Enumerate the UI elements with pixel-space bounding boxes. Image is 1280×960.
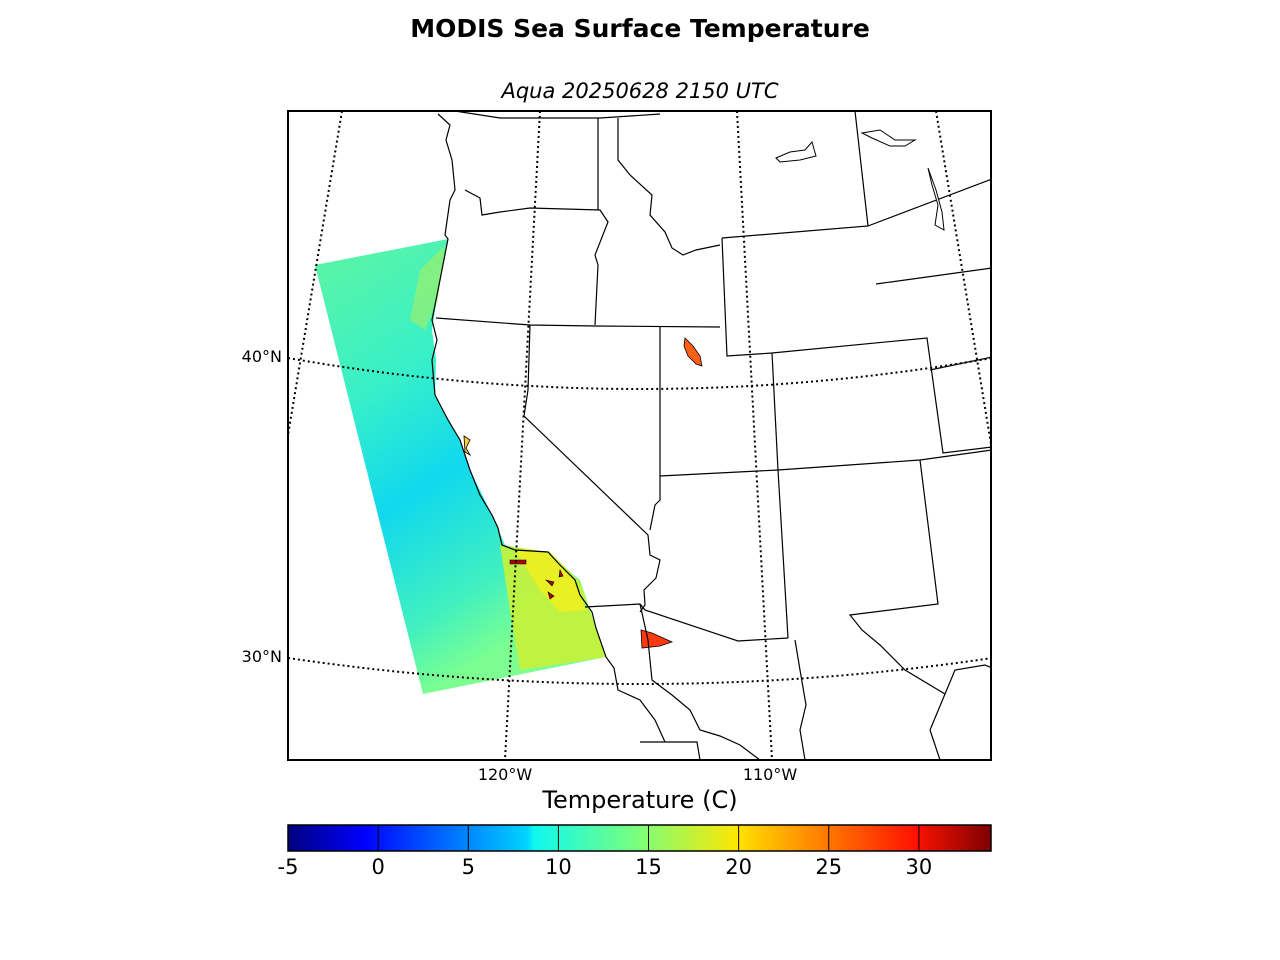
colorbar-label: Temperature (C) [542,786,738,814]
lon-label-120w: 120°W [477,765,533,784]
graticule [288,111,991,760]
colorbar-tick-label: -5 [277,855,299,879]
upper-lakes [860,129,945,231]
coastlines-borders [431,111,991,760]
great-salt-lake [683,337,703,367]
sst-warm-north [410,245,445,330]
lon-label-110w: 110°W [742,765,798,784]
sf-bay [463,435,472,457]
map-subtitle: Aqua 20250628 2150 UTC [501,79,779,103]
colorbar-tick-label: 20 [725,855,752,879]
colorbar-tick-marks [287,825,920,851]
map-content [288,111,991,760]
island-hot-spots [509,559,564,600]
colorbar-tick-label: 30 [905,855,933,879]
colorbar-tick-label: 10 [545,855,572,879]
colorbar [287,824,992,852]
map-frame [287,110,992,761]
colorbar-tick-label: 5 [461,855,475,879]
sst-warm-southern-bight [500,545,606,670]
colorbar-tick-label: 15 [635,855,662,879]
lat-label-30n: 30°N [241,647,282,666]
colorbar-tick-label: 0 [371,855,385,879]
map-title: MODIS Sea Surface Temperature [410,14,870,43]
salton-sea-gulf [640,629,674,649]
lat-label-40n: 40°N [241,347,282,366]
lake-sakakawea [775,140,817,163]
colorbar-tick-label: 25 [815,855,843,879]
